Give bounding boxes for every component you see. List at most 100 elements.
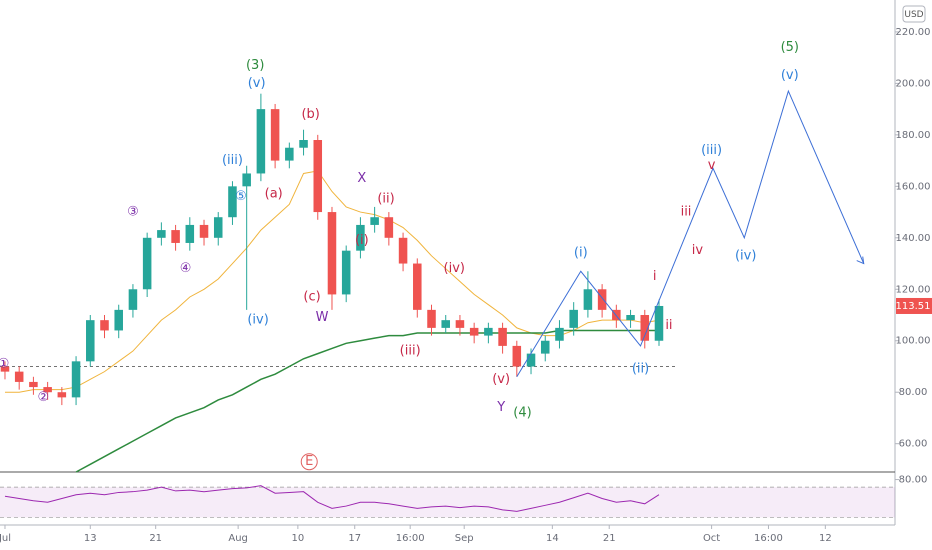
x-tick-label: Jul <box>0 533 11 544</box>
candle-body <box>270 109 280 161</box>
right-axis-bg <box>895 0 932 550</box>
wave-label: (5) <box>781 40 799 55</box>
candle-body <box>0 366 10 372</box>
candle-body <box>213 217 223 238</box>
candle-body <box>128 289 138 310</box>
candle-body <box>29 381 38 388</box>
wave-label: i <box>653 269 657 284</box>
wave-label: ① <box>0 356 9 371</box>
moving-average <box>4 170 660 393</box>
y-tick-label: 180.00 <box>896 130 931 141</box>
y-tick-label: 60.00 <box>899 439 928 450</box>
candle-body <box>540 340 550 354</box>
wave-label: (c) <box>303 289 320 304</box>
wave-label: v <box>708 158 716 173</box>
wave-label: ④ <box>180 261 192 276</box>
candle-body <box>498 327 507 346</box>
candle-body <box>469 327 479 336</box>
rsi-tick-label: 80.00 <box>899 475 928 486</box>
x-tick-label: 16:00 <box>754 533 783 544</box>
candle-body <box>199 224 209 238</box>
candle-body <box>597 289 607 310</box>
candle-body <box>341 250 351 295</box>
candle-body <box>185 224 195 243</box>
wave-label: (ii) <box>632 362 649 377</box>
x-tick-label: 21 <box>149 533 162 544</box>
candle-body <box>484 327 493 336</box>
candle-body <box>569 309 578 328</box>
x-tick-label: 16:00 <box>396 533 425 544</box>
rsi-line <box>4 485 660 512</box>
x-tick-label: 14 <box>546 533 559 544</box>
candle-body <box>512 345 522 367</box>
wave-label: (iv) <box>444 261 465 276</box>
x-tick-label: Aug <box>228 533 248 544</box>
candle-body <box>555 327 564 341</box>
candle-body <box>327 212 337 295</box>
candle-body <box>441 320 450 328</box>
wave-label: (4) <box>513 405 531 420</box>
wave-label: Y <box>496 400 505 415</box>
candle-body <box>14 371 24 382</box>
candle-body <box>57 392 67 398</box>
wave-label: ③ <box>127 205 139 220</box>
currency-label: USD <box>904 10 923 20</box>
candle-body <box>526 353 536 367</box>
wave-label: ⑤ <box>235 189 247 204</box>
y-tick-label: 120.00 <box>896 284 931 295</box>
wave-label: iv <box>692 243 704 258</box>
candle-body <box>242 173 251 187</box>
currency-box <box>902 5 926 23</box>
wave-label: (v) <box>781 68 799 83</box>
wave-label: (v) <box>492 372 510 387</box>
candle-body <box>256 109 266 174</box>
candle-body <box>86 320 95 362</box>
candle-body <box>100 320 109 331</box>
candle-body <box>398 237 408 264</box>
wave-label: ② <box>38 390 50 405</box>
candle-body <box>71 361 81 398</box>
wave-label: (3) <box>246 58 264 73</box>
wave-label: (v) <box>248 76 266 91</box>
wave-label: E <box>305 454 313 469</box>
x-tick-label: Oct <box>703 533 720 544</box>
y-tick-label: 160.00 <box>896 181 931 192</box>
x-tick-label: 12 <box>819 533 832 544</box>
x-tick-label: 17 <box>348 533 361 544</box>
wave-label: iii <box>681 205 692 220</box>
wave-label: (b) <box>301 107 319 122</box>
last-price-label: 113.51 <box>896 301 931 312</box>
wave-label: (iv) <box>735 248 756 263</box>
candle-body <box>43 387 52 393</box>
y-tick-label: 140.00 <box>896 233 931 244</box>
candle-body <box>640 315 650 341</box>
wave-label: (i) <box>355 233 369 248</box>
y-tick-label: 220.00 <box>896 27 931 38</box>
candle-body <box>285 147 294 161</box>
y-tick-label: 200.00 <box>896 78 931 89</box>
candle-body <box>157 230 166 238</box>
wave-label: W <box>316 310 329 325</box>
candle-body <box>654 305 664 341</box>
candle-body <box>356 224 365 251</box>
candle-body <box>370 217 379 225</box>
wave-label: (a) <box>265 187 283 202</box>
moving-average <box>75 329 659 473</box>
y-tick-label: 100.00 <box>896 336 931 347</box>
candle-body <box>413 263 422 310</box>
candle-body <box>114 309 123 331</box>
event-circle <box>300 453 318 471</box>
candle-body <box>455 320 465 328</box>
wave-label: (iii) <box>222 153 243 168</box>
rsi-band <box>0 487 895 518</box>
wave-label: (iv) <box>247 313 268 328</box>
y-tick-label: 80.00 <box>899 387 928 398</box>
x-tick-label: 13 <box>84 533 97 544</box>
wave-label: (i) <box>574 246 588 261</box>
x-tick-label: 21 <box>603 533 616 544</box>
arrow-head <box>856 256 865 265</box>
wave-label: (iii) <box>701 143 722 158</box>
candle-body <box>228 186 237 218</box>
